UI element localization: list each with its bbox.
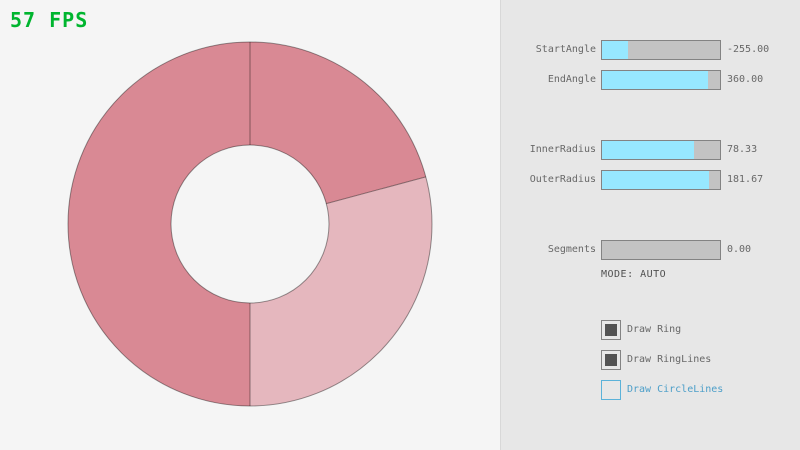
slider-fill-start-angle (602, 41, 628, 59)
ring-canvas (67, 41, 433, 407)
right-panel: StartAngle -255.00 EndAngle 360.00 Inner… (500, 0, 800, 450)
slider-label-end-angle: EndAngle (547, 74, 596, 85)
checkbox-row-draw-ringlines: Draw RingLines (501, 350, 800, 370)
fps-counter: 57 FPS (10, 8, 89, 32)
slider-value-segments: 0.00 (727, 244, 752, 255)
slider-label-segments: Segments (547, 244, 596, 255)
ring-radial-line-right (326, 176, 426, 205)
checkbox-draw-ringlines[interactable] (601, 350, 621, 370)
checkbox-check-mark (605, 354, 617, 366)
slider-row-inner-radius: InnerRadius 78.33 (501, 140, 800, 160)
slider-row-end-angle: EndAngle 360.00 (501, 70, 800, 90)
slider-fill-end-angle (602, 71, 709, 89)
checkbox-row-draw-ring: Draw Ring (501, 320, 800, 340)
slider-track-start-angle[interactable] (601, 40, 721, 60)
checkbox-draw-circlelines[interactable] (601, 380, 621, 400)
checkbox-label-draw-circlelines: Draw CircleLines (627, 384, 724, 395)
ring-outer-outline (67, 41, 433, 407)
slider-label-outer-radius: OuterRadius (529, 174, 596, 185)
mode-label: MODE: AUTO (601, 269, 667, 280)
slider-value-start-angle: -255.00 (727, 44, 770, 55)
slider-track-segments[interactable] (601, 240, 721, 260)
slider-track-end-angle[interactable] (601, 70, 721, 90)
slider-row-start-angle: StartAngle -255.00 (501, 40, 800, 60)
slider-label-start-angle: StartAngle (535, 44, 596, 55)
slider-fill-outer-radius (602, 171, 710, 189)
ring-inner-outline (170, 144, 330, 304)
checkbox-label-draw-ring: Draw Ring (627, 324, 682, 335)
slider-label-inner-radius: InnerRadius (529, 144, 596, 155)
slider-value-outer-radius: 181.67 (727, 174, 764, 185)
ring-sector-light (250, 176, 433, 407)
slider-value-end-angle: 360.00 (727, 74, 764, 85)
checkbox-check-mark (605, 324, 617, 336)
slider-fill-inner-radius (602, 141, 695, 159)
checkbox-draw-ring[interactable] (601, 320, 621, 340)
slider-row-outer-radius: OuterRadius 181.67 (501, 170, 800, 190)
slider-track-outer-radius[interactable] (601, 170, 721, 190)
ring-lines (67, 41, 433, 407)
slider-row-segments: Segments 0.00 (501, 240, 800, 260)
ring-sector-dark (68, 42, 426, 406)
checkbox-row-draw-circlelines: Draw CircleLines (501, 380, 800, 400)
checkbox-label-draw-ringlines: Draw RingLines (627, 354, 712, 365)
slider-track-inner-radius[interactable] (601, 140, 721, 160)
slider-value-inner-radius: 78.33 (727, 144, 758, 155)
